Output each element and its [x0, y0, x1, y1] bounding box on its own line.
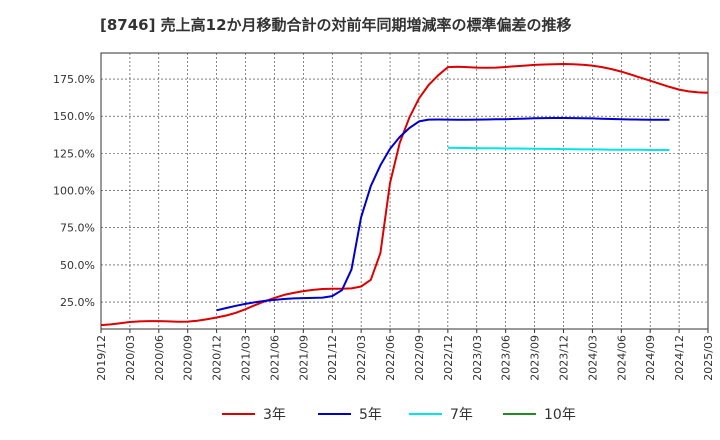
grid	[101, 53, 708, 329]
legend-label: 10年	[544, 407, 576, 423]
y-tick-label: 75.0%	[60, 222, 95, 235]
series-lines	[100, 63, 709, 327]
legend-label: 5年	[359, 407, 382, 423]
x-tick-label: 2022/06	[384, 335, 397, 381]
x-tick-label: 2023/06	[500, 335, 513, 381]
x-tick-label: 2024/06	[615, 335, 628, 381]
x-tick-label: 2020/12	[211, 335, 224, 381]
legend-label: 3年	[263, 407, 286, 423]
x-tick-label: 2020/09	[182, 335, 195, 381]
x-tick-label: 2021/03	[240, 335, 253, 381]
y-axis: 25.0% 50.0% 75.0% 100.0% 125.0% 150.0% 175.0%	[53, 73, 95, 309]
legend-item-5年: 5年	[318, 407, 382, 423]
x-tick-label: 2025/03	[702, 335, 715, 381]
x-tick-label: 2022/09	[413, 335, 426, 381]
legend-label: 7年	[450, 407, 473, 423]
x-tick-label: 2021/12	[326, 335, 339, 381]
series-line-7年	[447, 146, 670, 151]
x-tick-label: 2022/12	[442, 335, 455, 381]
x-tick-label: 2024/03	[586, 335, 599, 381]
x-axis: 2019/12 2020/03 2020/06 2020/09 2020/12 2021/…	[95, 329, 715, 381]
series-line-5年	[216, 117, 670, 312]
x-tick-label: 2021/09	[297, 335, 310, 381]
series-line-3年	[100, 63, 709, 327]
x-tick-label: 2024/12	[673, 335, 686, 381]
x-tick-label: 2020/03	[124, 335, 137, 381]
y-tick-label: 25.0%	[60, 296, 95, 309]
legend-item-10年: 10年	[503, 407, 576, 423]
plot-frame	[100, 52, 709, 330]
x-tick-label: 2022/03	[355, 335, 368, 381]
y-tick-label: 50.0%	[60, 259, 95, 272]
x-tick-label: 2023/12	[557, 335, 570, 381]
x-tick-label: 2021/06	[268, 335, 281, 381]
x-tick-label: 2019/12	[95, 335, 108, 381]
x-tick-label: 2020/06	[153, 335, 166, 381]
x-tick-label: 2023/09	[529, 335, 542, 381]
y-tick-label: 125.0%	[53, 147, 95, 160]
legend-item-7年: 7年	[409, 407, 473, 423]
legend: 3年 5年 7年 10年	[222, 407, 576, 423]
x-tick-label: 2023/03	[471, 335, 484, 381]
y-tick-label: 175.0%	[53, 73, 95, 86]
y-tick-label: 100.0%	[53, 185, 95, 198]
legend-item-3年: 3年	[222, 407, 286, 423]
x-tick-label: 2024/09	[644, 335, 657, 381]
y-tick-label: 150.0%	[53, 110, 95, 123]
chart-title: [8746] 売上高12か月移動合計の対前年同期増減率の標準偏差の推移	[100, 16, 572, 34]
